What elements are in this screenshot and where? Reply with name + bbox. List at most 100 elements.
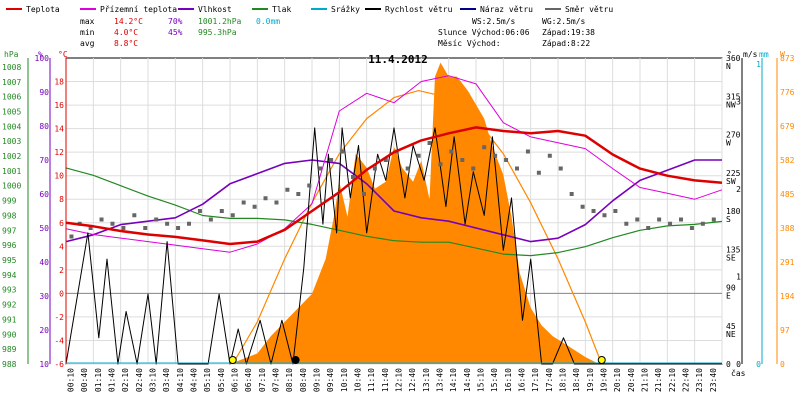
wind-direction-point <box>405 166 410 171</box>
w-tick-label: 0 <box>780 360 785 369</box>
degc-axis-label: °C <box>58 50 68 59</box>
hpa-tick-label: 993 <box>2 286 17 295</box>
pct-tick-label: 80 <box>39 122 49 131</box>
wind-direction-point <box>711 217 716 222</box>
w-tick-label: 776 <box>780 88 795 97</box>
dir-cardinal-label: N <box>726 62 731 71</box>
wind-direction-point <box>121 226 126 230</box>
wind-direction-point <box>307 183 312 188</box>
x-tick-label: 12:10 <box>395 368 404 392</box>
x-tick-label: 08:10 <box>285 368 294 392</box>
wind-direction-point <box>591 209 596 213</box>
stats-block: max 14.2°C 70% 1001.2hPa 0.0mm min 4.0°C… <box>80 17 280 48</box>
wind-direction-point <box>340 149 345 154</box>
hpa-tick-label: 1005 <box>2 107 21 116</box>
wind-direction-point <box>165 221 170 226</box>
x-tick-label: 23:40 <box>709 368 718 392</box>
dir-cardinal-label: SW <box>726 177 736 186</box>
stat-max-label: max <box>80 17 95 26</box>
info-sunrise: Slunce Východ:06:06 <box>438 28 530 37</box>
wind-direction-point <box>679 217 683 222</box>
stat-max-rain: 0.0mm <box>256 17 280 26</box>
x-tick-label: 17:10 <box>531 368 540 392</box>
hpa-tick-label: 992 <box>2 301 17 310</box>
mm-tick-label: 1 <box>756 60 761 69</box>
degc-tick-label: 6 <box>59 219 64 228</box>
legend-label: Přízemní teplota <box>100 5 177 14</box>
dir-tick-label: 90 <box>726 284 736 293</box>
x-tick-label: 11:40 <box>381 368 390 392</box>
x-tick-label: 19:40 <box>600 368 609 392</box>
x-tick-label: 19:10 <box>586 368 595 392</box>
sunrise-marker <box>228 356 237 364</box>
chart-title: 11.4.2012 <box>368 53 428 66</box>
legend-label: Náraz větru <box>480 5 533 14</box>
dir-tick-label: 0 <box>726 360 731 369</box>
w-tick-label: 582 <box>780 156 795 165</box>
hpa-tick-label: 994 <box>2 271 17 280</box>
x-tick-label: 16:40 <box>518 368 527 392</box>
x-tick-label: 02:10 <box>121 368 130 392</box>
x-tick-label: 17:40 <box>545 368 554 392</box>
w-tick-label: 679 <box>780 122 795 131</box>
wind-direction-point <box>558 166 563 171</box>
wind-direction-point <box>482 145 487 150</box>
pct-tick-label: 50 <box>39 224 49 233</box>
wind-direction-point <box>635 217 640 222</box>
degc-tick-label: 16 <box>54 101 64 110</box>
pct-tick-label: 60 <box>39 190 49 199</box>
x-tick-label: 23:10 <box>695 368 704 392</box>
wind-direction-point <box>602 213 607 218</box>
x-tick-label: 18:10 <box>559 368 568 392</box>
stat-max-hum: 70% <box>168 17 183 26</box>
x-tick-label: 20:40 <box>627 368 636 392</box>
degc-tick-label: -4 <box>54 336 64 345</box>
x-tick-label: 22:40 <box>682 368 691 392</box>
legend-label: Směr větru <box>565 5 613 14</box>
hpa-tick-label: 1004 <box>2 122 21 131</box>
dir-tick-label: 225 <box>726 169 741 178</box>
degc-tick-label: -6 <box>54 360 64 369</box>
wind-direction-point <box>263 196 268 201</box>
degc-tick-label: 14 <box>54 125 64 134</box>
wind-direction-point <box>274 200 279 205</box>
wind-direction-point <box>668 221 673 226</box>
info-block: WS:2.5m/s WG:2.5m/s Slunce Východ:06:06 … <box>438 17 595 48</box>
x-tick-label: 05:40 <box>217 368 226 392</box>
stat-avg-temp: 8.8°C <box>114 39 138 48</box>
x-tick-label: 05:10 <box>203 368 212 392</box>
wind-direction-point <box>252 204 257 209</box>
x-tick-label: 01:10 <box>94 368 103 392</box>
mm-tick-label: 0 <box>756 360 761 369</box>
w-axis-label: W <box>780 50 785 59</box>
legend-label: Srážky <box>331 5 360 14</box>
x-tick-label: 03:10 <box>149 368 158 392</box>
stat-min-label: min <box>80 28 95 37</box>
hpa-tick-label: 999 <box>2 197 17 206</box>
dir-cardinal-label: E <box>726 292 731 301</box>
wind-direction-point <box>361 192 366 196</box>
hpa-tick-label: 991 <box>2 315 17 324</box>
pct-tick-label: 100 <box>35 54 50 63</box>
stat-max-temp: 14.2°C <box>114 17 143 26</box>
degc-tick-label: 2 <box>59 266 64 275</box>
pct-axis-label: % <box>38 50 43 59</box>
wind-direction-point <box>427 141 432 145</box>
x-tick-label: 15:40 <box>490 368 499 392</box>
x-tick-label: 09:10 <box>313 368 322 392</box>
wind-direction-point <box>372 166 377 171</box>
degc-tick-label: 4 <box>59 242 64 251</box>
ms-axis-label: m/s <box>743 50 758 59</box>
wind-direction-point <box>646 226 651 230</box>
stat-min-hum: 45% <box>168 28 183 37</box>
wind-direction-point <box>154 217 159 222</box>
wind-direction-point <box>329 158 334 162</box>
hpa-tick-label: 1001 <box>2 167 21 176</box>
x-tick-label: 15:10 <box>477 368 486 392</box>
w-tick-label: 388 <box>780 224 795 233</box>
legend: Teplota Přízemní teplota Vlhkost Tlak Srážky… <box>6 5 613 14</box>
wind-direction-point <box>547 153 552 158</box>
legend-label: Tlak <box>272 5 291 14</box>
w-tick-label: 194 <box>780 292 795 301</box>
